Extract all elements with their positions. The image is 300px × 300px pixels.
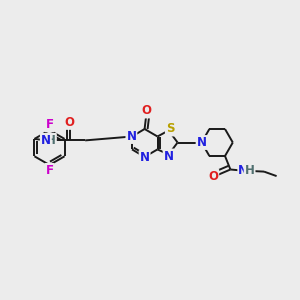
Text: H: H [245, 164, 254, 178]
Text: N: N [164, 149, 174, 163]
Text: S: S [166, 122, 174, 136]
Text: F: F [46, 164, 53, 177]
Text: N: N [126, 130, 136, 143]
Text: F: F [46, 118, 53, 131]
Text: O: O [64, 116, 74, 129]
Text: H: H [46, 134, 56, 147]
Text: O: O [141, 104, 151, 118]
Text: O: O [208, 170, 218, 183]
Text: N: N [140, 151, 150, 164]
Text: N: N [196, 136, 207, 149]
Text: N: N [238, 164, 248, 178]
Text: N: N [41, 134, 51, 147]
